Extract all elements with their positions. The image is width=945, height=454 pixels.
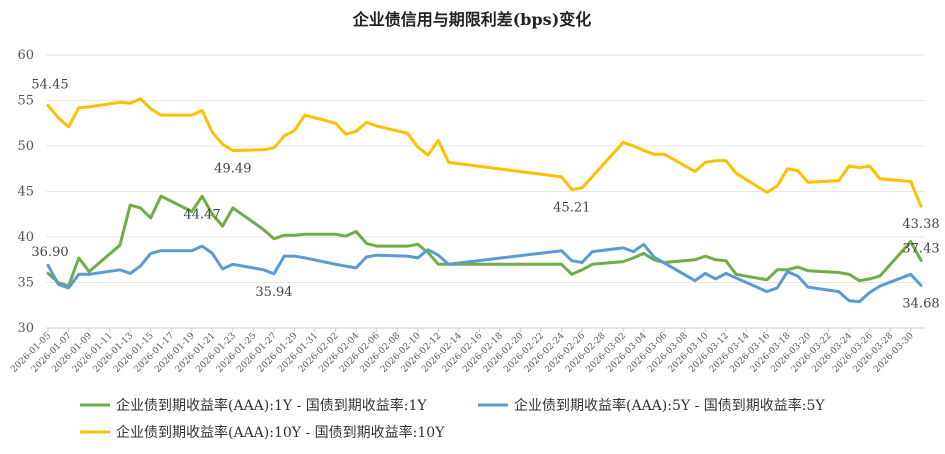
y-axis: 30 35 40 45 50 55 60 (17, 48, 34, 336)
y-tick-label: 30 (17, 321, 34, 336)
legend-label-2: 企业债到期收益率(AAA):5Y - 国债到期收益率:5Y (514, 397, 825, 414)
series-lines (46, 97, 923, 304)
chart-title: 企业债信用与期限利差(bps)变化 (352, 10, 592, 29)
data-label: 36.90 (31, 245, 68, 260)
data-label: 44.47 (183, 207, 220, 222)
grid (46, 54, 925, 329)
legend: 企业债到期收益率(AAA):1Y - 国债到期收益率:1Y 企业债到期收益率(AA… (80, 397, 825, 441)
series-line-2 (46, 242, 923, 304)
legend-label-1: 企业债到期收益率(AAA):1Y - 国债到期收益率:1Y (116, 397, 427, 414)
data-label: 45.21 (553, 201, 590, 216)
y-tick-label: 45 (17, 185, 34, 200)
y-tick-label: 55 (17, 94, 34, 109)
data-label: 49.49 (214, 162, 251, 177)
data-label: 54.45 (31, 78, 68, 93)
data-labels: 54.45 49.49 45.21 43.38 36.90 35.94 34.68 44.47… (31, 78, 939, 312)
x-axis: 2026-01-052026-01-072026-01-092026-01-11… (9, 328, 916, 375)
y-tick-label: 35 (17, 276, 34, 291)
y-tick-label: 40 (17, 230, 34, 245)
data-label: 37.43 (902, 241, 939, 256)
y-tick-label: 50 (17, 139, 34, 154)
series-line-1 (46, 194, 923, 288)
series-line-3 (46, 97, 923, 208)
data-label: 34.68 (902, 296, 939, 311)
y-tick-label: 60 (17, 48, 34, 63)
legend-label-3: 企业债到期收益率(AAA):10Y - 国债到期收益率:10Y (116, 424, 445, 441)
data-label: 35.94 (255, 285, 292, 300)
data-label: 43.38 (902, 217, 939, 232)
